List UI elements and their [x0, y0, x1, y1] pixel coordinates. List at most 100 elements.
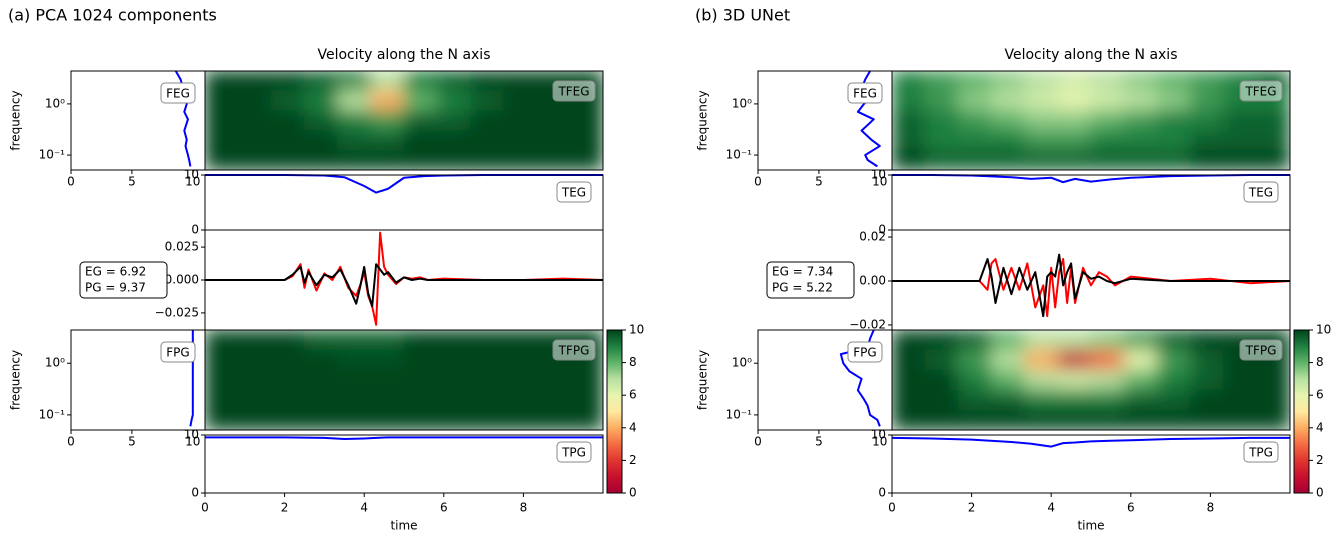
heatmap-cell	[1223, 149, 1258, 170]
heatmap-cell	[1123, 330, 1158, 351]
axes-frame	[891, 434, 1291, 494]
heatmap-cell	[1057, 349, 1092, 371]
pg-score: PG = 9.37	[85, 281, 146, 295]
colorbar-tick-label: 2	[629, 453, 637, 467]
axes-frame	[204, 70, 604, 171]
y-tick-label: 0.00	[859, 273, 886, 287]
heatmap-cell	[1024, 389, 1059, 411]
heatmap-cell	[1057, 409, 1092, 430]
heatmap-cell	[991, 129, 1026, 151]
heatmap-cell	[237, 90, 272, 112]
heatmap-cell	[536, 110, 571, 131]
trace-line	[205, 263, 603, 308]
heatmap-cell	[403, 149, 438, 170]
heatmap-cell	[991, 349, 1026, 371]
heatmap-cell	[304, 129, 339, 151]
heatmap-cell	[957, 129, 992, 151]
heatmap-cell	[469, 389, 504, 411]
subplot-label: TEG	[1248, 186, 1273, 200]
heatmap-cell	[924, 71, 959, 92]
heatmap-cell	[536, 409, 571, 430]
heatmap-cell	[1024, 110, 1059, 131]
colorbar-tick-label: 10	[629, 323, 644, 337]
x-tick-label: 5	[815, 435, 823, 449]
heatmap-cell	[1090, 389, 1125, 411]
heatmap-cell	[469, 149, 504, 170]
misfit-line	[892, 174, 1290, 184]
heatmap-cell	[370, 149, 405, 170]
heatmap-cell	[436, 409, 471, 430]
heatmap-cell	[892, 349, 926, 371]
subplot-label: FPG	[166, 346, 189, 360]
heatmap-cell	[469, 409, 504, 430]
heatmap-cell	[924, 349, 959, 371]
heatmap-cell	[337, 110, 372, 131]
heatmap-cell	[469, 110, 504, 131]
heatmap-cell	[1123, 129, 1158, 151]
heatmap-cell	[370, 90, 405, 112]
heatmap-cell	[1156, 110, 1191, 131]
x-tick-label: 5	[128, 435, 136, 449]
y-tick-label: 0	[191, 223, 199, 237]
heatmap-cell	[436, 389, 471, 411]
heatmap	[205, 330, 603, 430]
heatmap-cell	[1256, 110, 1290, 131]
heatmap-cell	[436, 129, 471, 151]
heatmap-cell	[924, 369, 959, 391]
heatmap-cell	[237, 129, 272, 151]
heatmap-cell	[469, 129, 504, 151]
heatmap-cell	[337, 90, 372, 112]
heatmap	[892, 330, 1290, 430]
heatmap-cell	[370, 349, 405, 371]
heatmap-cell	[337, 349, 372, 371]
heatmap-cell	[1190, 90, 1225, 112]
heatmap-cell	[205, 90, 239, 112]
heatmap-cell	[1024, 129, 1059, 151]
eg-score: EG = 6.92	[85, 265, 146, 279]
heatmap-cell	[503, 349, 538, 371]
heatmap-cell	[957, 90, 992, 112]
misfit-line	[205, 436, 603, 441]
heatmap-cell	[403, 349, 438, 371]
heatmap-cell	[503, 149, 538, 170]
heatmap-cell	[892, 110, 926, 131]
y-tick-label: 0.02	[859, 230, 886, 244]
subplot-label-box	[160, 341, 196, 363]
heatmap-cell	[991, 149, 1026, 170]
colorbar-tick-label: 10	[1316, 323, 1331, 337]
heatmap-cell	[892, 90, 926, 112]
heatmap-cell	[436, 110, 471, 131]
heatmap-cell	[957, 389, 992, 411]
misfit-line	[891, 436, 1290, 448]
axes-frame	[204, 434, 604, 494]
score-box	[766, 261, 855, 299]
heatmap-cell	[1256, 129, 1290, 151]
heatmap-cell	[205, 149, 239, 170]
heatmap-cell	[536, 369, 571, 391]
heatmap-cell	[536, 389, 571, 411]
x-tick-label: 6	[440, 501, 448, 515]
heatmap-cell	[205, 129, 239, 151]
subplot-label-box	[1243, 441, 1279, 463]
heatmap-cell	[536, 129, 571, 151]
colorbar-tick-label: 4	[1316, 420, 1324, 434]
heatmap-cell	[403, 71, 438, 92]
subplot-label: TFPG	[1245, 344, 1277, 358]
heatmap-cell	[991, 389, 1026, 411]
heatmap-cell	[304, 90, 339, 112]
subplot-label-box	[1239, 80, 1283, 102]
heatmap-cell	[1223, 129, 1258, 151]
heatmap-cell	[237, 349, 272, 371]
heatmap-cell	[304, 369, 339, 391]
heatmap-cells	[205, 71, 603, 170]
heatmap-cell	[337, 149, 372, 170]
heatmap-cell	[270, 389, 305, 411]
colorbar-tick-label: 2	[1316, 453, 1324, 467]
subplot-label: TFEG	[1244, 85, 1276, 99]
heatmap-cell	[469, 330, 504, 351]
heatmap-cell	[370, 71, 405, 92]
subplot-label-box	[556, 441, 592, 463]
subplot-label-box	[552, 80, 596, 102]
axes-frame	[204, 329, 604, 431]
heatmap-cell	[1190, 71, 1225, 92]
